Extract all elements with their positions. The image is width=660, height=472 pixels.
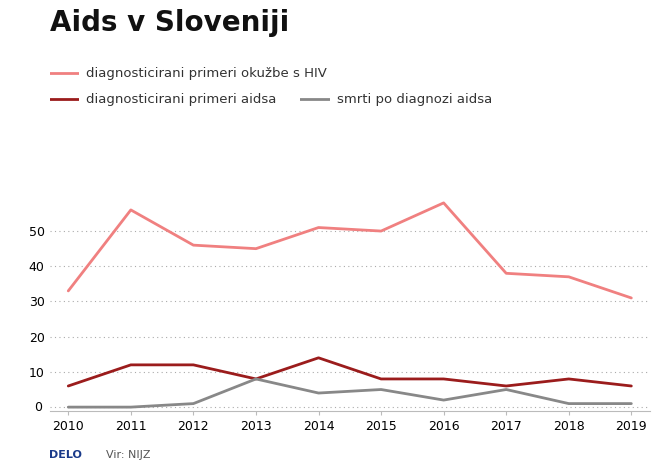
Text: Vir: NIJZ: Vir: NIJZ	[106, 450, 150, 460]
Text: Aids v Sloveniji: Aids v Sloveniji	[50, 9, 289, 37]
Text: 0: 0	[34, 401, 42, 413]
Text: smrti po diagnozi aidsa: smrti po diagnozi aidsa	[337, 93, 492, 106]
Text: diagnosticirani primeri okužbe s HIV: diagnosticirani primeri okužbe s HIV	[86, 67, 327, 80]
Text: diagnosticirani primeri aidsa: diagnosticirani primeri aidsa	[86, 93, 276, 106]
Text: DELO: DELO	[50, 450, 82, 460]
